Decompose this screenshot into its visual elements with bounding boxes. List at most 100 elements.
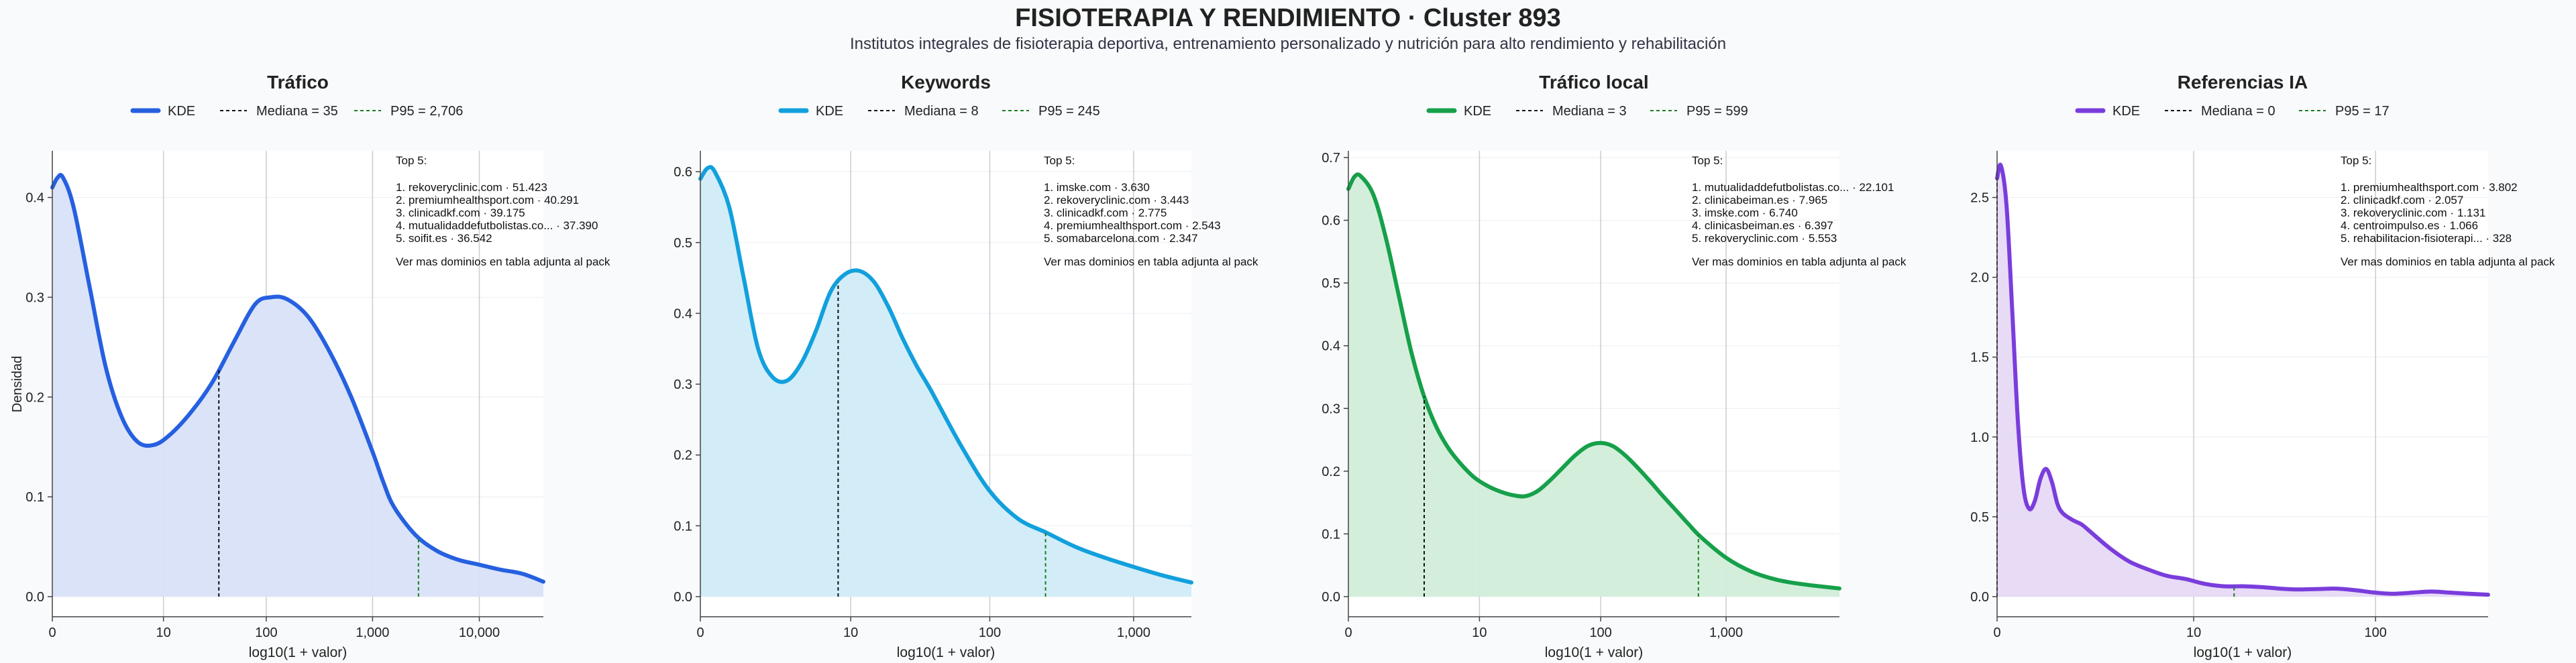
x-tick-label: 0: [48, 625, 56, 640]
x-tick-label: 0: [696, 625, 704, 640]
top5-title: Top 5:: [396, 154, 427, 167]
y-tick-label: 2.5: [1970, 191, 1989, 206]
chart-title: Keywords: [901, 72, 991, 93]
y-tick-label: 0.4: [1322, 339, 1340, 354]
top5-item: 5. rehabilitacion-fisioterapi... · 328: [2341, 232, 2512, 245]
legend-kde-label: KDE: [816, 104, 843, 119]
legend: KDE Mediana = 35 P95 = 2,706: [130, 104, 463, 119]
y-tick-label: 0.2: [674, 448, 692, 463]
y-tick-label: 0.2: [25, 390, 44, 405]
y-axis-label: Densidad: [10, 356, 25, 413]
top5-item: 1. rekoveryclinic.com · 51.423: [396, 181, 547, 194]
legend-p95-label: P95 = 2,706: [390, 104, 463, 119]
top5-item: 2. rekoveryclinic.com · 3.443: [1044, 194, 1189, 206]
y-tick-label: 0.3: [1322, 402, 1340, 416]
y-tick-label: 0.3: [25, 290, 44, 305]
chart-panel-2: 0.0 0.1 0.2 0.3 0.4 0.5 0.6 0 10 100 1,000 log10(1 …: [674, 72, 1258, 660]
x-tick-label: 0: [1344, 625, 1352, 640]
top5-note: Ver mas dominios en tabla adjunta al pac…: [1044, 255, 1258, 268]
legend-kde-label: KDE: [168, 104, 195, 119]
top5-item: 2. clinicadkf.com · 2.057: [2341, 194, 2463, 206]
top5-annotation: Top 5: 1. premiumhealthsport.com · 3.8022…: [2341, 154, 2555, 268]
kde-line: [1346, 172, 1841, 591]
x-axis-label: log10(1 + valor): [1545, 645, 1644, 660]
legend-p95-label: P95 = 599: [1686, 104, 1748, 119]
top5-title: Top 5:: [2341, 154, 2371, 167]
top5-note: Ver mas dominios en tabla adjunta al pac…: [396, 255, 610, 268]
y-tick-label: 0.1: [1322, 527, 1340, 542]
legend-median-label: Mediana = 35: [256, 104, 338, 119]
y-tick-label: 0.4: [674, 306, 692, 321]
chart-title: Tráfico: [267, 72, 329, 93]
y-tick-label: 0.1: [674, 519, 692, 534]
top5-item: 1. premiumhealthsport.com · 3.802: [2341, 181, 2518, 194]
legend-median-label: Mediana = 8: [904, 104, 979, 119]
top5-note: Ver mas dominios en tabla adjunta al pac…: [2341, 255, 2555, 268]
legend-kde-label: KDE: [1464, 104, 1491, 119]
y-tick-label: 0.0: [25, 590, 44, 605]
x-tick-label: 100: [255, 625, 277, 640]
y-tick-label: 0.0: [1322, 590, 1340, 605]
y-tick-label: 1.0: [1970, 430, 1989, 445]
top5-item: 4. premiumhealthsport.com · 2.543: [1044, 219, 1221, 232]
y-tick-label: 0.3: [674, 377, 692, 392]
legend: KDE Mediana = 0 P95 = 17: [2075, 104, 2390, 119]
top5-item: 4. clinicasbeiman.es · 6.397: [1692, 219, 1833, 232]
y-tick-label: 0.4: [25, 191, 44, 206]
kde-area: [700, 167, 1191, 597]
x-axis-label: log10(1 + valor): [2194, 645, 2292, 660]
legend-median-label: Mediana = 0: [2201, 104, 2275, 119]
top5-item: 1. mutualidaddefutbolistas.co... · 22.10…: [1692, 181, 1894, 194]
chart-title: Tráfico local: [1539, 72, 1648, 93]
y-tick-label: 0.5: [1322, 276, 1340, 291]
legend-p95-label: P95 = 17: [2335, 104, 2390, 119]
top5-item: 5. somabarcelona.com · 2.347: [1044, 232, 1198, 245]
x-tick-label: 1,000: [356, 625, 389, 640]
legend-kde-label: KDE: [2112, 104, 2140, 119]
y-tick-label: 0.0: [674, 590, 692, 605]
y-tick-label: 0.7: [1322, 151, 1340, 166]
y-tick-label: 2.0: [1970, 271, 1989, 286]
top5-note: Ver mas dominios en tabla adjunta al pac…: [1692, 255, 1907, 268]
y-tick-label: 0.5: [1970, 510, 1989, 525]
top5-item: 4. mutualidaddefutbolistas.co... · 37.39…: [396, 219, 598, 232]
top5-item: 2. premiumhealthsport.com · 40.291: [396, 194, 579, 206]
x-tick-label: 10: [1472, 625, 1487, 640]
x-axis-label: log10(1 + valor): [249, 645, 347, 660]
page-subtitle: Institutos integrales de fisioterapia de…: [849, 35, 1727, 53]
top5-item: 3. clinicadkf.com · 2.775: [1044, 206, 1167, 219]
top5-item: 3. clinicadkf.com · 39.175: [396, 206, 525, 219]
legend-median-label: Mediana = 3: [1552, 104, 1627, 119]
kde-line: [50, 172, 545, 584]
x-tick-label: 10: [156, 625, 171, 640]
chart-panel-1: 0.0 0.1 0.2 0.3 0.4 0 10 100 1,000 10,000 log10(1 …: [25, 72, 610, 660]
kde-line: [698, 165, 1193, 585]
x-tick-label: 10,000: [459, 625, 500, 640]
top5-item: 3. rekoveryclinic.com · 1.131: [2341, 206, 2485, 219]
y-tick-label: 0.6: [674, 165, 692, 180]
y-tick-label: 0.6: [1322, 214, 1340, 229]
y-tick-label: 0.1: [25, 490, 44, 505]
y-tick-label: 0.2: [1322, 465, 1340, 479]
top5-item: 5. rekoveryclinic.com · 5.553: [1692, 232, 1837, 245]
chart-panel-3: 0.0 0.1 0.2 0.3 0.4 0.5 0.6 0.7 0 10 100 1,000 log10…: [1322, 72, 1907, 660]
x-axis-label: log10(1 + valor): [897, 645, 996, 660]
top5-annotation: Top 5: 1. mutualidaddefutbolistas.co... ·…: [1692, 154, 1907, 268]
x-tick-label: 0: [1993, 625, 2000, 640]
top5-item: 1. imske.com · 3.630: [1044, 181, 1150, 194]
top5-title: Top 5:: [1044, 154, 1075, 167]
y-tick-label: 1.5: [1970, 351, 1989, 365]
kde-area: [1997, 164, 2488, 597]
x-tick-label: 1,000: [1117, 625, 1150, 640]
x-tick-label: 1,000: [1709, 625, 1743, 640]
chart-title: Referencias IA: [2178, 72, 2308, 93]
y-tick-label: 0.5: [674, 236, 692, 251]
top5-item: 3. imske.com · 6.740: [1692, 206, 1798, 219]
x-tick-label: 10: [843, 625, 858, 640]
legend-p95-label: P95 = 245: [1038, 104, 1100, 119]
x-tick-label: 100: [979, 625, 1001, 640]
y-tick-label: 0.0: [1970, 590, 1989, 605]
x-tick-label: 100: [2365, 625, 2387, 640]
